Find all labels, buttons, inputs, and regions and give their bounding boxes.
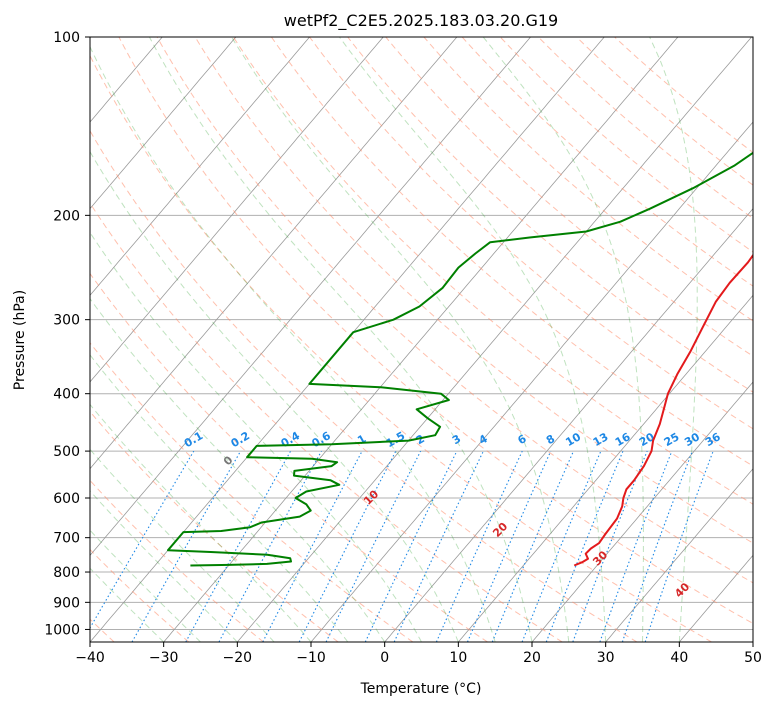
- moist-adiabat-line: [338, 37, 607, 642]
- moist-adiabat-line: [649, 37, 698, 642]
- temperature-profile-line: [573, 253, 753, 567]
- dry-adiabat-line: [499, 37, 753, 253]
- mixing-ratio-line: [298, 450, 397, 642]
- x-tick-label: 20: [523, 650, 541, 666]
- dry-adiabat-line: [309, 37, 753, 430]
- mixing-ratio-line: [621, 450, 693, 642]
- x-tick-label: −20: [223, 650, 253, 666]
- y-tick-label: 100: [53, 30, 80, 46]
- pressure-gridlines: [90, 37, 753, 630]
- dry-adiabats: [90, 37, 753, 642]
- dry-adiabat-line: [156, 37, 753, 584]
- isotherm-line: [531, 381, 753, 642]
- moist-adiabat-line: [90, 231, 422, 642]
- dewpoint-profile-line: [167, 151, 753, 567]
- x-tick-label: 10: [449, 650, 467, 666]
- y-tick-label: 800: [53, 565, 80, 581]
- moist-adiabat-line: [148, 37, 533, 642]
- isotherm-line: [236, 37, 752, 642]
- sounding-series: [167, 151, 753, 567]
- isotherm-line: [90, 37, 237, 210]
- x-tick-label: 30: [597, 650, 615, 666]
- x-tick-label: −10: [296, 650, 326, 666]
- dry-adiabat-line: [90, 479, 264, 642]
- moist-adiabat-line: [90, 297, 386, 642]
- y-tick-label: 900: [53, 595, 80, 611]
- mixing-ratio-line: [325, 450, 422, 642]
- y-tick-label: 300: [53, 313, 80, 329]
- isotherm-line: [457, 294, 753, 642]
- moist-adiabat-line: [90, 403, 312, 642]
- y-tick-label: 1000: [44, 622, 80, 638]
- x-tick-label: 40: [670, 650, 688, 666]
- x-tick-label: 50: [744, 650, 762, 666]
- moist-adiabat-line: [90, 354, 349, 642]
- dry-adiabat-line: [270, 37, 753, 467]
- isotherm-line: [605, 468, 753, 642]
- mixing-ratio-line: [435, 450, 523, 642]
- isotherm-line: [90, 37, 310, 296]
- dry-adiabat-line: [194, 37, 753, 544]
- moist-adiabat-line: [231, 37, 570, 642]
- dry-adiabat-line: [232, 37, 753, 505]
- isotherm-line: [90, 37, 458, 470]
- x-axis-title: Temperature (°C): [360, 681, 482, 697]
- isotherm-line: [90, 37, 531, 556]
- x-tick-label: −30: [149, 650, 179, 666]
- dry-adiabat-line: [347, 37, 753, 393]
- dry-adiabat-line: [423, 37, 753, 322]
- dry-adiabat-line: [461, 37, 753, 287]
- mixing-ratio-line: [545, 450, 624, 642]
- isotherm-line: [384, 208, 753, 642]
- y-axis: 1000 900 800 700 600 500 400 300 200 100: [44, 30, 90, 638]
- chart-title: wetPf2_C2E5.2025.183.03.20.G19: [284, 11, 558, 31]
- dry-adiabat-line: [90, 342, 414, 642]
- y-tick-label: 600: [53, 491, 80, 507]
- dry-adiabat-line: [90, 54, 712, 642]
- y-tick-label: 700: [53, 531, 80, 547]
- moist-adiabat-line: [482, 37, 644, 642]
- mixing-ratio-line: [572, 450, 648, 642]
- plot-frame: [89, 36, 754, 643]
- plot-area: 0.1 0.2 0.4 0.6 1 1.5 2 3 4 6 8 10 13 16 20 25 30 3601020…: [90, 37, 753, 642]
- y-tick-label: 400: [53, 387, 80, 403]
- y-tick-label: 500: [53, 444, 80, 460]
- dry-adiabat-line: [90, 129, 638, 642]
- y-tick-label: 200: [53, 208, 80, 224]
- mixing-ratio-line: [599, 450, 673, 642]
- x-tick-label: −40: [75, 650, 105, 666]
- moist-adiabat-line: [90, 45, 496, 642]
- x-axis: −40 −30 −20 −10 0 10 20 30 40 50: [75, 642, 762, 666]
- mixing-ratio-line: [491, 450, 575, 642]
- mixing-ratio-line: [644, 450, 714, 642]
- y-axis-title: Pressure (hPa): [12, 290, 28, 390]
- mixing-ratio-line: [466, 450, 552, 642]
- mixing-ratio-line: [521, 450, 602, 642]
- x-tick-label: 0: [380, 650, 389, 666]
- isotherm-line: [90, 37, 384, 383]
- mixing-ratio-line: [185, 450, 292, 642]
- moist-adiabat-line: [90, 150, 459, 642]
- moist-adiabats: [90, 37, 698, 642]
- isotherm-line: [163, 37, 679, 642]
